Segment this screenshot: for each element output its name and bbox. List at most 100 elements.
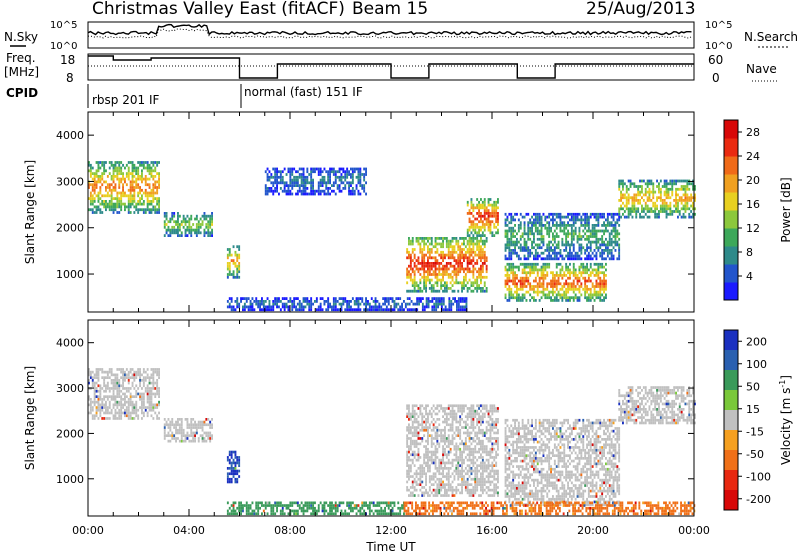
echo-cell (444, 461, 446, 465)
echo-cell (125, 400, 128, 404)
echo-cell (127, 161, 130, 164)
echo-cell (412, 302, 415, 306)
echo-cell (570, 243, 573, 247)
echo-cell (578, 287, 581, 291)
echo-cell (459, 308, 462, 312)
echo-cell (512, 229, 515, 233)
echo-cell (508, 279, 511, 283)
echo-cell (538, 212, 541, 216)
echo-cell (416, 300, 419, 303)
echo-cell (514, 251, 516, 255)
echo-cell (506, 262, 509, 266)
echo-cell (293, 302, 296, 306)
echo-cell (209, 434, 212, 437)
echo-cell (430, 239, 433, 243)
echo-cell (591, 226, 594, 230)
echo-cell (642, 193, 645, 197)
echo-cell (264, 305, 267, 309)
echo-cell (480, 287, 482, 290)
echo-cell (483, 250, 486, 254)
echo-cell (552, 271, 554, 275)
echo-cell (459, 437, 462, 440)
echo-cell (180, 439, 183, 443)
echo-cell (680, 207, 683, 211)
echo-cell (686, 193, 689, 197)
noise-tick-high: 10^5 (50, 20, 77, 31)
echo-cell (584, 218, 587, 222)
echo-cell (230, 472, 233, 476)
echo-cell (408, 475, 410, 478)
echo-cell (406, 267, 409, 271)
echo-cell (413, 273, 416, 276)
echo-cell (425, 426, 427, 429)
echo-cell (211, 434, 213, 437)
echo-cell (605, 246, 607, 250)
echo-cell (344, 300, 347, 303)
echo-cell (442, 434, 444, 437)
echo-cell (576, 274, 579, 277)
echo-cell (533, 232, 535, 236)
echo-cell (156, 389, 159, 393)
echo-cell (572, 285, 575, 288)
echo-cell (406, 308, 409, 312)
echo-cell (344, 173, 347, 176)
echo-cell (550, 285, 552, 288)
echo-cell (99, 403, 102, 407)
echo-cell (438, 267, 441, 271)
echo-cell (150, 376, 153, 379)
echo-cell (550, 299, 552, 302)
echo-cell (512, 243, 515, 247)
echo-cell (474, 242, 477, 246)
echo-cell (195, 225, 198, 229)
echo-cell (561, 257, 564, 261)
echo-cell (167, 434, 170, 437)
echo-cell (608, 237, 611, 241)
echo-cell (470, 220, 473, 224)
echo-cell (148, 392, 151, 396)
echo-cell (580, 271, 583, 275)
echo-cell (304, 300, 307, 303)
echo-cell (595, 254, 598, 258)
echo-cell (540, 226, 543, 230)
echo-cell (444, 237, 446, 240)
echo-cell (641, 179, 643, 183)
echo-cell (238, 245, 241, 249)
echo-cell (542, 212, 545, 216)
echo-cell (436, 262, 439, 265)
echo-cell (112, 373, 115, 377)
echo-cell (620, 193, 622, 197)
echo-cell (169, 439, 172, 443)
echo-cell (150, 400, 153, 404)
echo-cell (279, 181, 282, 185)
echo-cell (512, 240, 515, 244)
echo-cell (336, 308, 339, 312)
echo-cell (635, 185, 638, 188)
echo-cell (523, 276, 526, 280)
echo-cell (425, 253, 427, 257)
echo-cell (565, 274, 568, 277)
echo-cell (112, 175, 115, 178)
echo-cell (533, 285, 535, 288)
echo-cell (423, 256, 426, 260)
echo-cell (194, 231, 196, 235)
echo-cell (650, 182, 653, 186)
echo-cell (276, 300, 278, 303)
echo-cell (478, 231, 480, 235)
echo-cell (125, 163, 128, 167)
echo-cell (428, 409, 431, 413)
echo-cell (514, 296, 516, 300)
echo-cell (440, 278, 443, 282)
echo-cell (451, 407, 454, 410)
colorbar-swatch (724, 246, 738, 265)
echo-cell (228, 305, 231, 309)
echo-cell (346, 170, 349, 174)
echo-cell (89, 183, 92, 187)
echo-cell (112, 398, 115, 401)
echo-cell (127, 177, 130, 181)
echo-cell (387, 308, 390, 312)
echo-cell (586, 254, 588, 258)
echo-cell (365, 300, 367, 303)
echo-cell (644, 201, 647, 205)
echo-cell (565, 293, 568, 297)
echo-cell (465, 302, 468, 306)
